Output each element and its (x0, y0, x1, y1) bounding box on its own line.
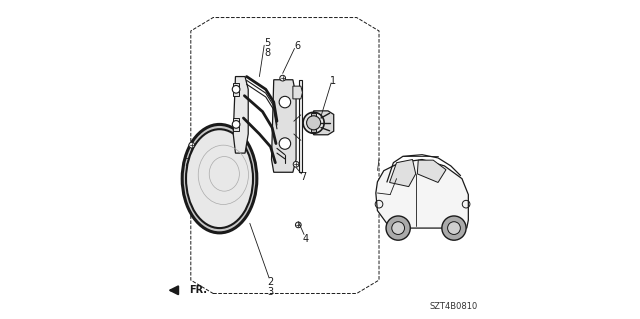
Text: 8: 8 (264, 48, 271, 58)
Polygon shape (233, 77, 248, 153)
Polygon shape (271, 80, 296, 172)
Polygon shape (390, 160, 416, 187)
Text: 1: 1 (330, 76, 336, 86)
Circle shape (189, 142, 195, 148)
Circle shape (447, 222, 460, 234)
Polygon shape (293, 86, 303, 99)
Text: 6: 6 (294, 41, 301, 51)
Text: 3: 3 (268, 287, 274, 297)
Text: 2: 2 (268, 277, 274, 287)
Polygon shape (311, 113, 316, 132)
Polygon shape (233, 83, 239, 96)
Text: 7: 7 (300, 172, 307, 182)
Circle shape (386, 216, 410, 240)
Circle shape (279, 138, 291, 149)
Polygon shape (314, 111, 333, 135)
Text: SZT4B0810: SZT4B0810 (429, 302, 478, 311)
Text: 4: 4 (303, 234, 308, 244)
Circle shape (442, 216, 466, 240)
Circle shape (303, 112, 324, 133)
Text: FR.: FR. (189, 285, 207, 295)
Polygon shape (417, 160, 446, 182)
Ellipse shape (186, 129, 253, 228)
Polygon shape (300, 80, 303, 172)
Ellipse shape (182, 124, 257, 233)
Circle shape (296, 222, 301, 228)
Circle shape (232, 85, 240, 93)
Text: 5: 5 (264, 38, 271, 48)
Circle shape (280, 75, 285, 81)
Circle shape (232, 121, 240, 128)
Circle shape (279, 96, 291, 108)
Circle shape (293, 161, 299, 167)
Circle shape (392, 222, 404, 234)
Circle shape (307, 116, 321, 130)
Polygon shape (233, 118, 239, 131)
Polygon shape (376, 160, 468, 228)
Text: 7: 7 (184, 158, 190, 168)
